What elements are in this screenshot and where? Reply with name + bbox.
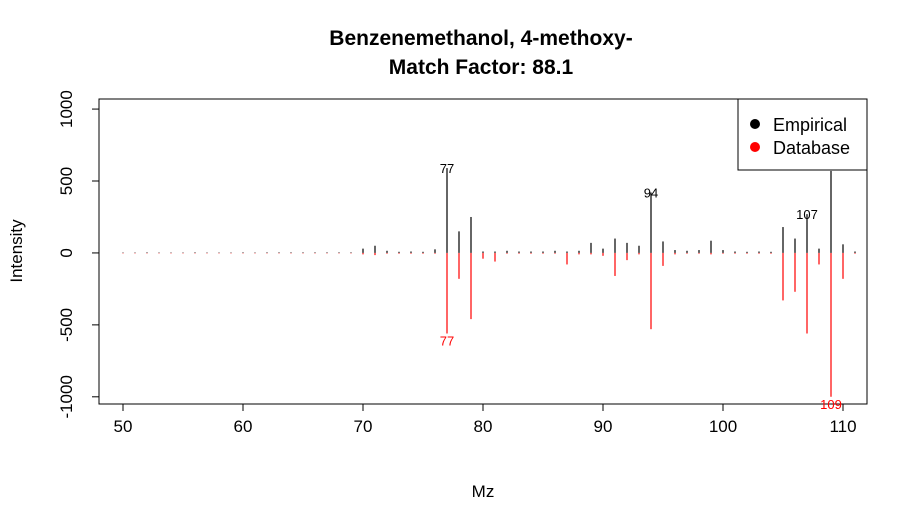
legend: Empirical Database [737, 98, 868, 171]
x-tick-label: 60 [234, 417, 253, 436]
x-tick-label: 90 [594, 417, 613, 436]
peak-annotation: 109 [820, 397, 842, 412]
peak-annotation: 107 [796, 207, 818, 222]
chart-subtitle: Match Factor: 88.1 [389, 56, 574, 79]
x-axis-label: Mz [472, 482, 495, 501]
peak-annotation: 77 [440, 161, 454, 176]
x-tick-label: 80 [474, 417, 493, 436]
x-axis: 50 60 70 80 90 100 110 [114, 403, 857, 436]
x-tick-label: 50 [114, 417, 133, 436]
x-tick-label: 100 [709, 417, 737, 436]
x-tick-label: 70 [354, 417, 373, 436]
spectrum-bars [122, 168, 856, 397]
legend-box [737, 98, 868, 171]
y-tick-label: -1000 [57, 375, 76, 418]
y-tick-label: 1000 [57, 90, 76, 128]
peak-labels: 77 94 107 77 109 [440, 161, 842, 412]
legend-label-database: Database [773, 138, 850, 158]
legend-marker-database [750, 142, 760, 152]
peak-annotation: 77 [440, 334, 454, 349]
y-tick-label: -500 [57, 308, 76, 342]
y-axis-label: Intensity [7, 219, 26, 283]
y-tick-label: 500 [57, 167, 76, 195]
legend-marker-empirical [750, 119, 760, 129]
chart-title: Benzenemethanol, 4-methoxy- [329, 27, 632, 50]
y-axis: -1000 -500 0 500 1000 [57, 90, 100, 419]
x-tick-label: 110 [829, 417, 856, 436]
peak-annotation: 94 [644, 186, 658, 201]
legend-label-empirical: Empirical [773, 115, 847, 135]
y-tick-label: 0 [57, 248, 76, 257]
